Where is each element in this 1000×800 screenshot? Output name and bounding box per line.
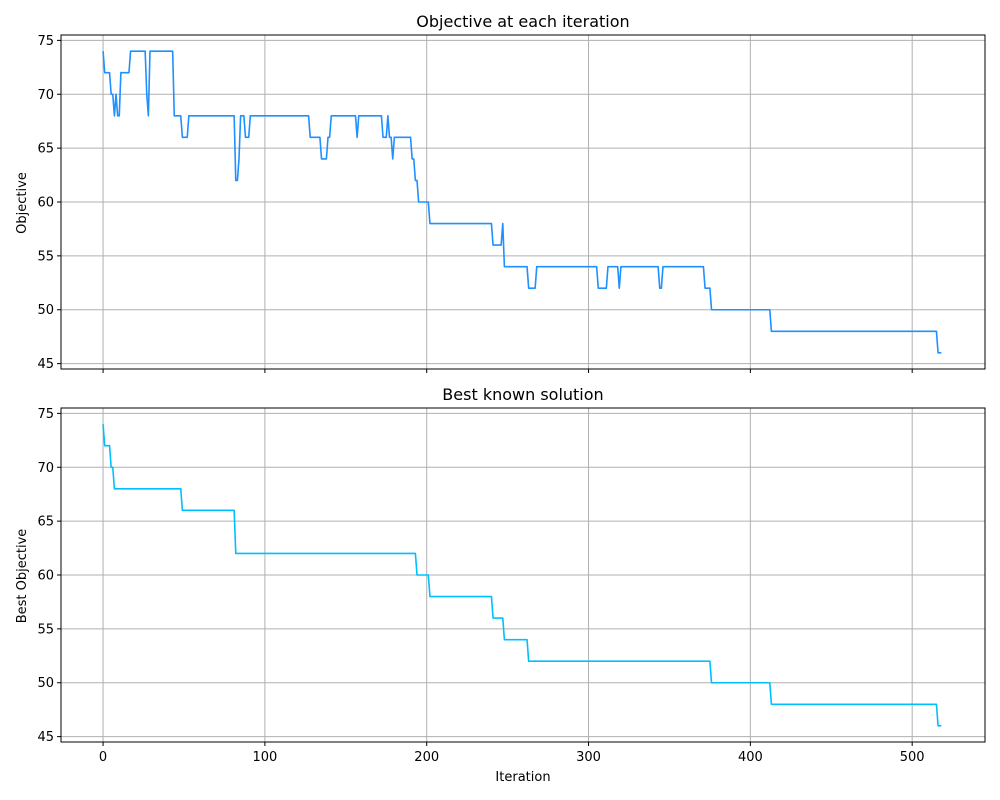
- bottom-chart-xlabel: Iteration: [495, 770, 550, 785]
- bottom-ytick-label: 45: [37, 730, 54, 745]
- bottom-ytick-label: 50: [37, 676, 54, 691]
- top-chart-ylabel: Objective: [15, 172, 30, 234]
- bottom-xtick-label: 300: [576, 750, 601, 765]
- top-ytick-label: 60: [37, 196, 54, 211]
- bottom-chart-ylabel: Best Objective: [15, 529, 30, 624]
- top-grid: [61, 35, 985, 369]
- bottom-xtick-label: 500: [900, 750, 925, 765]
- top-ytick-label: 45: [37, 357, 54, 372]
- bottom-xtick-label: 0: [99, 750, 107, 765]
- bottom-ytick-label: 65: [37, 515, 54, 530]
- top-ytick-label: 55: [37, 249, 54, 264]
- bottom-xtick-label: 400: [738, 750, 763, 765]
- top-ytick-label: 70: [37, 88, 54, 103]
- bottom-grid: [61, 408, 985, 742]
- bottom-series-line: [102, 424, 942, 727]
- bottom-ytick-label: 55: [37, 622, 54, 637]
- top-chart-title: Objective at each iteration: [416, 12, 629, 31]
- bottom-xtick-label: 100: [252, 750, 277, 765]
- top-chart-panel: Objective at each iteration Objective 45…: [15, 12, 986, 373]
- bottom-ytick-label: 60: [37, 569, 54, 584]
- top-ytick-label: 50: [37, 303, 54, 318]
- top-ytick-label: 65: [37, 142, 54, 157]
- bottom-xtick-label: 200: [414, 750, 439, 765]
- top-series-line: [102, 50, 942, 354]
- bottom-chart-panel: Best known solution Best Objective Itera…: [15, 385, 986, 785]
- top-ytick-label: 75: [37, 34, 54, 49]
- bottom-chart-title: Best known solution: [442, 385, 603, 404]
- bottom-ytick-label: 70: [37, 461, 54, 476]
- bottom-ytick-label: 75: [37, 407, 54, 422]
